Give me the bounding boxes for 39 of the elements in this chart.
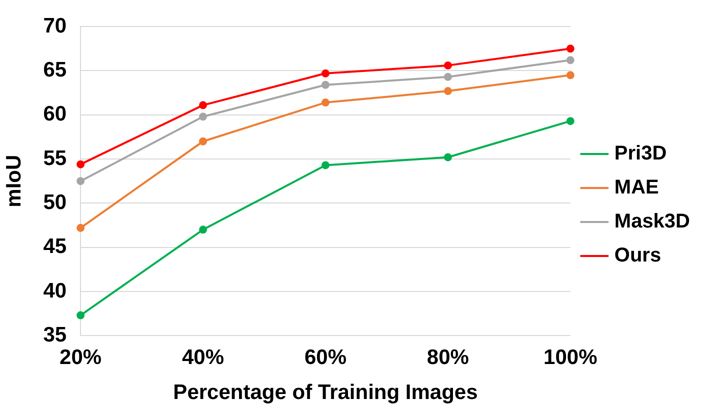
y-tick-label: 70 bbox=[43, 14, 67, 38]
y-tick-label: 65 bbox=[43, 58, 67, 82]
x-axis-title: Percentage of Training Images bbox=[173, 381, 478, 404]
y-tick-label: 40 bbox=[43, 279, 67, 302]
x-tick-label: 80% bbox=[426, 346, 470, 369]
x-tick-label: 20% bbox=[60, 346, 102, 369]
point bbox=[321, 69, 330, 78]
point bbox=[76, 160, 85, 168]
x-tick-label: 100% bbox=[544, 346, 598, 369]
point bbox=[321, 161, 330, 170]
point bbox=[199, 101, 208, 110]
point bbox=[566, 117, 574, 126]
legend-label: Mask3D bbox=[614, 210, 690, 233]
legend-label: Ours bbox=[614, 244, 662, 267]
y-tick-label: 60 bbox=[43, 102, 67, 126]
point bbox=[444, 153, 452, 162]
point bbox=[321, 80, 330, 89]
point bbox=[566, 56, 574, 64]
point bbox=[199, 112, 208, 121]
y-tick-label: 55 bbox=[43, 146, 67, 170]
point bbox=[76, 224, 85, 232]
point bbox=[444, 72, 452, 81]
point bbox=[76, 311, 85, 320]
x-tick-label: 60% bbox=[304, 346, 347, 369]
y-tick-label: 35 bbox=[43, 323, 67, 346]
point bbox=[199, 137, 208, 146]
point bbox=[566, 71, 574, 80]
point bbox=[76, 177, 85, 186]
x-tick-label: 40% bbox=[182, 346, 224, 369]
legend-label: MAE bbox=[614, 176, 659, 199]
point bbox=[321, 98, 330, 107]
y-tick-label: 50 bbox=[43, 190, 67, 214]
point bbox=[566, 44, 574, 53]
point bbox=[444, 87, 452, 96]
y-tick-label: 45 bbox=[43, 235, 67, 258]
point bbox=[444, 61, 452, 70]
y-axis-title: mIoU bbox=[2, 154, 26, 208]
legend-label: Pri3D bbox=[614, 142, 667, 165]
point bbox=[199, 226, 208, 234]
